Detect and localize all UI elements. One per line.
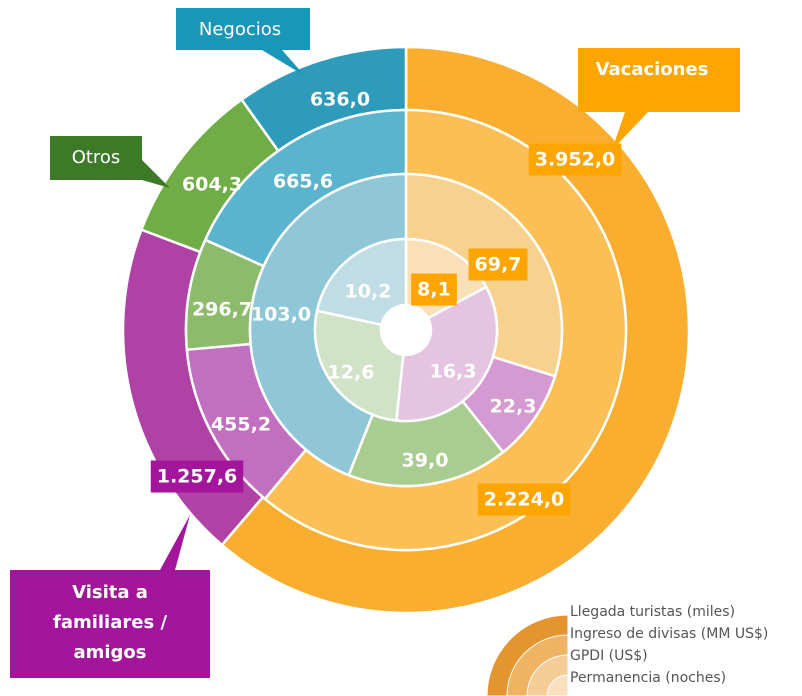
callout-box (10, 515, 210, 678)
donut-slice (394, 285, 499, 423)
callout-wrap: Visita a familiares / amigos (52, 582, 168, 663)
data-label-box (468, 248, 528, 281)
data-label: 10,2 (345, 281, 392, 303)
data-label-box (528, 143, 622, 176)
callout-box (50, 136, 170, 188)
rings (121, 45, 691, 615)
data-label-box (150, 460, 244, 493)
data-label-box (477, 483, 571, 516)
data-label: 455,2 (211, 414, 271, 436)
callout-box (176, 8, 310, 76)
data-label: 39,0 (402, 450, 449, 472)
data-label: 665,6 (273, 171, 333, 193)
legend-label: Ingreso de divisas (MM US$) (570, 626, 768, 642)
legend-label: Llegada turistas (miles) (570, 604, 735, 620)
donut-slice (315, 237, 408, 327)
data-label: 16,3 (430, 361, 477, 383)
legend-swatch (546, 674, 569, 696)
legend-label: Permanencia (noches) (570, 670, 726, 686)
data-label: 103,0 (251, 304, 311, 326)
donut-slice (313, 309, 405, 422)
data-label: 2.224,0 (484, 489, 565, 511)
legend-label: GPDI (US$) (570, 648, 648, 664)
callout-label: Vacaciones (596, 59, 709, 80)
callout-box (578, 48, 740, 150)
data-label: 12,6 (328, 362, 375, 384)
data-label: 69,7 (475, 254, 522, 276)
data-label: 296,7 (192, 299, 252, 321)
data-label: 22,3 (490, 396, 537, 418)
callout-label: Negocios (199, 19, 281, 40)
data-label-box (411, 273, 457, 306)
data-label: 8,1 (417, 279, 451, 301)
data-label: 3.952,0 (535, 149, 616, 171)
callout-label: Visita a familiares / amigos (52, 582, 168, 663)
data-label: 1.257,6 (157, 466, 238, 488)
data-label: 636,0 (310, 89, 370, 111)
data-label: 604,3 (182, 174, 242, 196)
legend: Llegada turistas (miles) Ingreso de divis… (486, 604, 768, 696)
callout-label: Otros (72, 147, 121, 168)
